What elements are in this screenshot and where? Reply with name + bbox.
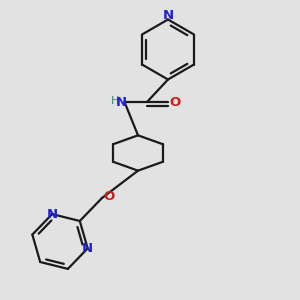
Text: O: O xyxy=(169,95,180,109)
Text: N: N xyxy=(116,95,127,109)
Text: H: H xyxy=(111,96,120,106)
Text: O: O xyxy=(103,190,114,203)
Text: N: N xyxy=(162,9,174,22)
Text: N: N xyxy=(82,242,93,255)
Text: N: N xyxy=(46,208,58,220)
